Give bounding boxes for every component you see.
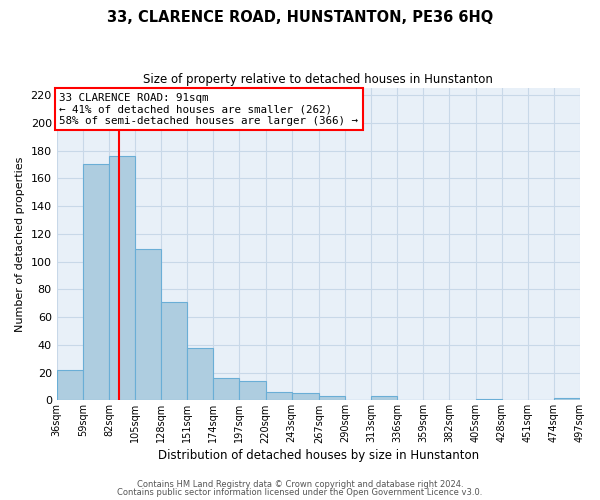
Text: Contains HM Land Registry data © Crown copyright and database right 2024.: Contains HM Land Registry data © Crown c… xyxy=(137,480,463,489)
Text: 33 CLARENCE ROAD: 91sqm
← 41% of detached houses are smaller (262)
58% of semi-d: 33 CLARENCE ROAD: 91sqm ← 41% of detache… xyxy=(59,92,358,126)
Text: 33, CLARENCE ROAD, HUNSTANTON, PE36 6HQ: 33, CLARENCE ROAD, HUNSTANTON, PE36 6HQ xyxy=(107,10,493,25)
Bar xyxy=(187,348,214,401)
Text: Contains public sector information licensed under the Open Government Licence v3: Contains public sector information licen… xyxy=(118,488,482,497)
Title: Size of property relative to detached houses in Hunstanton: Size of property relative to detached ho… xyxy=(143,72,493,86)
Bar xyxy=(214,378,239,400)
X-axis label: Distribution of detached houses by size in Hunstanton: Distribution of detached houses by size … xyxy=(158,450,479,462)
Bar xyxy=(476,399,502,400)
Bar xyxy=(83,164,109,400)
Bar xyxy=(319,396,345,400)
Bar xyxy=(554,398,580,400)
Y-axis label: Number of detached properties: Number of detached properties xyxy=(15,156,25,332)
Bar xyxy=(239,381,266,400)
Bar xyxy=(109,156,135,400)
Bar xyxy=(161,302,187,400)
Bar xyxy=(292,394,319,400)
Bar xyxy=(135,249,161,400)
Bar xyxy=(371,396,397,400)
Bar xyxy=(266,392,292,400)
Bar xyxy=(56,370,83,400)
